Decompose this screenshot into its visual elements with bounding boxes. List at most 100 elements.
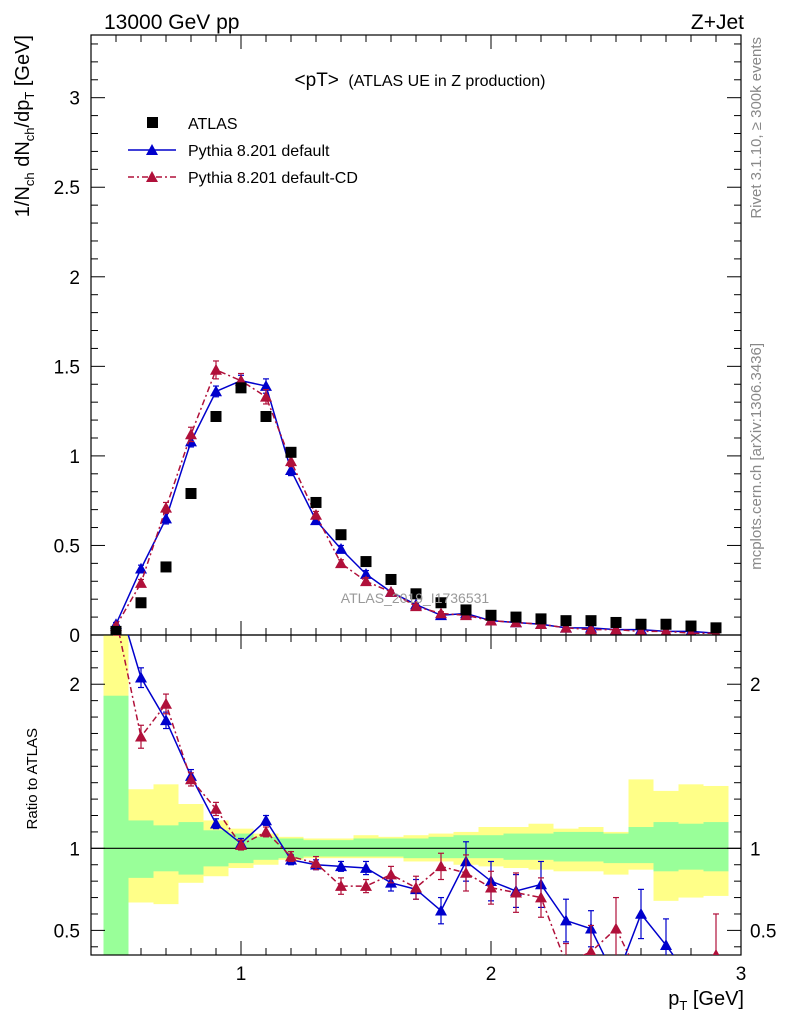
band-inner: [578, 831, 604, 862]
x-axis-label: pT [GeV]: [668, 988, 744, 1013]
band-inner: [128, 820, 154, 878]
y-tick-label: 1.5: [54, 357, 80, 378]
x-tick-label: 1: [236, 964, 247, 985]
uncertainty-bands: [103, 635, 729, 955]
ratio-pythia-point: [210, 817, 222, 829]
atlas-point: [360, 556, 372, 568]
atlas-point: [310, 496, 322, 508]
plot-title-main: <pT>: [295, 70, 339, 91]
atlas-point: [660, 618, 672, 630]
pythia-cd-point: [610, 623, 622, 635]
band-inner: [103, 695, 129, 955]
atlas-point: [510, 611, 522, 623]
ratio-y-tick-label-left: 1: [69, 839, 80, 860]
ratio-y-tick-label-right: 0.5: [750, 921, 776, 942]
ratio-pythia-cd-point: [485, 881, 497, 893]
pythia-cd-point: [560, 621, 572, 633]
pythia-cd-point: [160, 501, 172, 513]
ratio-pythia-cd-point: [310, 857, 322, 868]
pythia-cd-point: [435, 607, 447, 619]
ratio-pythia-point: [560, 914, 572, 926]
ratio-pythia-cd-point: [560, 957, 572, 968]
band-inner: [528, 833, 554, 860]
legend-pythia-cd-marker: [146, 171, 158, 182]
pythia-cd-point: [360, 575, 372, 587]
ratio-pythia-line: [127, 635, 675, 955]
pythia-cd-point: [135, 577, 147, 588]
band-inner: [378, 838, 404, 857]
legend: ATLAS Pythia 8.201 default Pythia 8.201 …: [128, 116, 358, 187]
pythia-point: [360, 568, 372, 579]
header-right: Z+Jet: [691, 11, 744, 34]
x-tick-label: 2: [486, 964, 497, 985]
ratio-pythia-cd-point: [635, 974, 647, 985]
pythia-cd-point: [210, 363, 222, 375]
pythia-point: [335, 543, 347, 554]
atlas-point: [235, 382, 247, 394]
ratio-pythia-cd-point: [535, 891, 547, 903]
pythia-point: [285, 464, 297, 476]
atlas-point: [585, 615, 597, 627]
atlas-point: [535, 613, 547, 625]
atlas-point: [485, 609, 497, 621]
pythia-cd-point: [260, 390, 272, 402]
ratio-pythia-point: [110, 588, 122, 599]
band-inner: [353, 838, 379, 857]
ratio-pythia-cd-point: [385, 868, 397, 880]
plot-title: <pT> (ATLAS UE in Z production): [295, 70, 546, 91]
mcplots-label: mcplots.cern.ch [arXiv:1306.3436]: [748, 343, 765, 570]
pythia-point: [160, 512, 172, 524]
band-inner: [553, 831, 579, 862]
ratio-pythia-cd-point: [285, 850, 297, 862]
y-tick-label: 3: [69, 89, 80, 110]
ratio-pythia-cd-point: [135, 730, 147, 742]
pythia-cd-point: [660, 625, 672, 635]
atlas-point: [635, 618, 647, 630]
pythia-cd-point: [585, 623, 597, 635]
pythia-point: [210, 385, 222, 397]
ratio-pythia-point: [660, 939, 672, 950]
atlas-point: [135, 597, 147, 609]
pythia-cd-point: [285, 455, 297, 467]
pythia-cd-point: [310, 509, 322, 520]
ratio-series: [110, 588, 720, 985]
ratio-pythia-point: [335, 860, 347, 872]
plot-title-sub: (ATLAS UE in Z production): [348, 73, 545, 90]
pythia-point: [260, 380, 272, 391]
atlas-point: [385, 573, 397, 585]
ratio-plot-panel: 0.5 0.5 1 1 2 2 1 2 3: [54, 588, 776, 985]
ratio-pythia-cd-point: [185, 773, 197, 785]
band-inner: [628, 827, 654, 864]
atlas-point: [335, 529, 347, 541]
ratio-pythia-cd-point: [435, 860, 447, 872]
ratio-pythia-cd-line: [118, 635, 716, 955]
legend-pythia-marker: [146, 144, 158, 155]
y-tick-label: 1: [69, 447, 80, 468]
ratio-pythia-cd-point: [510, 886, 522, 898]
bottom-y-axis-label: Ratio to ATLAS: [24, 728, 41, 829]
ratio-pythia-cd-point: [360, 880, 372, 891]
pythia-point: [135, 562, 147, 574]
band-inner: [653, 822, 679, 872]
ratio-y-tick-label-left: 2: [69, 675, 80, 696]
atlas-point: [210, 410, 222, 422]
watermark: ATLAS_2019_I1736531: [341, 590, 490, 606]
ratio-pythia-point: [685, 974, 697, 985]
atlas-point: [110, 625, 122, 635]
atlas-point: [460, 604, 472, 616]
atlas-point: [410, 588, 422, 600]
ratio-pythia-cd-point: [712, 949, 720, 955]
atlas-point: [560, 615, 572, 627]
legend-pythia-label: Pythia 8.201 default: [188, 143, 330, 160]
header-left: 13000 GeV pp: [104, 11, 239, 34]
ratio-pythia-cd-point: [460, 866, 472, 878]
atlas-point: [710, 622, 722, 634]
y-tick-label: 0.5: [54, 536, 80, 557]
ratio-pythia-point: [360, 862, 372, 873]
ratio-y-tick-label-right: 2: [750, 675, 761, 696]
ratio-pythia-point: [610, 974, 622, 985]
ratio-y-tick-label-left: 0.5: [54, 921, 80, 942]
ratio-pythia-cd-point: [685, 974, 697, 985]
x-tick-label: 3: [736, 964, 747, 985]
